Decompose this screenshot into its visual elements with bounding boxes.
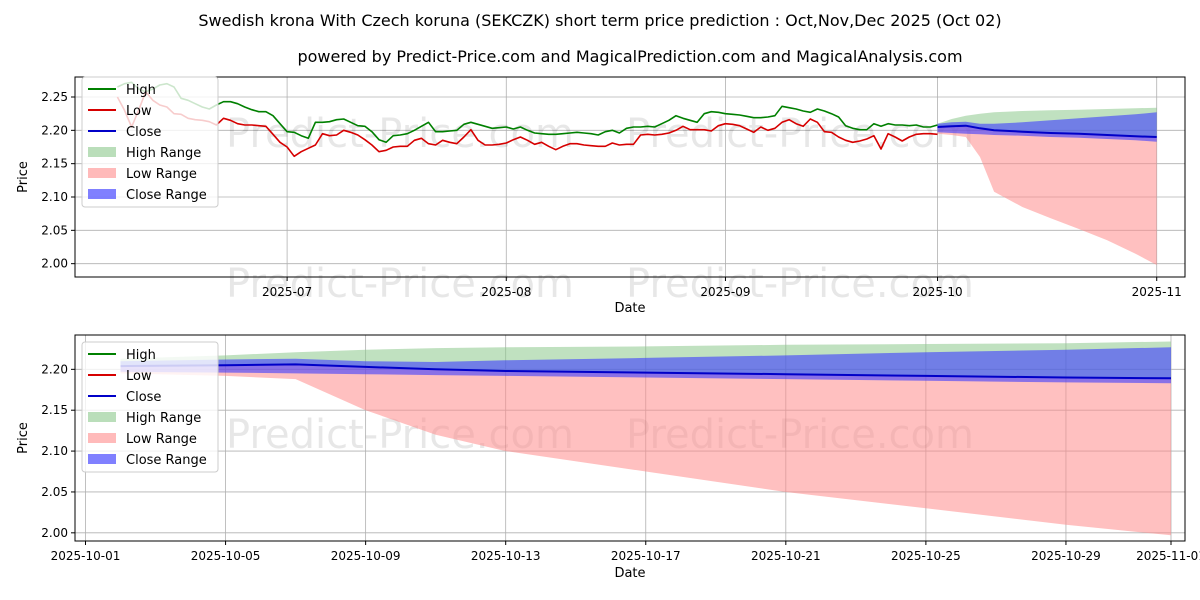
close-series-line [120, 363, 1172, 380]
legend-label-low-range: Low Range [126, 167, 197, 182]
low-series-line [116, 90, 938, 158]
legend: High Low Close High Range Low Range Close Ran… [81, 341, 219, 473]
legend-label-high: High [126, 83, 156, 98]
legend-label-low: Low [126, 369, 152, 384]
watermark-text: Predict-Price.com [626, 261, 974, 307]
y-tick-label: 2.10 [41, 190, 68, 204]
y-tick-label: 2.20 [41, 123, 68, 137]
legend-swatch-close-range [88, 189, 116, 199]
legend-label-close-range: Close Range [126, 453, 207, 468]
close-series-line [937, 124, 1157, 138]
y-tick-label: 2.05 [41, 485, 68, 499]
y-tick-label: 2.10 [41, 444, 68, 458]
x-axis-label: Date [614, 566, 645, 581]
low-range-band [120, 364, 1171, 536]
x-tick-label: 2025-10-25 [891, 549, 961, 563]
x-axis-label: Date [614, 301, 645, 316]
y-tick-label: 2.00 [41, 526, 68, 540]
top-panel: Predict-Price.com Predict-Price.com Predic… [16, 76, 1186, 316]
legend-label-close: Close [126, 390, 161, 405]
legend-label-close: Close [126, 125, 161, 140]
x-tick-label: 2025-07 [262, 285, 312, 299]
legend-label-high-range: High Range [126, 411, 201, 426]
x-tick-label: 2025-09 [700, 285, 750, 299]
legend-swatch-high-range [88, 147, 116, 157]
chart-title: Swedish krona With Czech koruna (SEKCZK)… [198, 11, 1001, 30]
legend-label-close-range: Close Range [126, 188, 207, 203]
x-tick-label: 2025-10-09 [331, 549, 401, 563]
x-tick-label: 2025-10-17 [611, 549, 681, 563]
plot-area [120, 341, 1172, 536]
legend-label-high: High [126, 348, 156, 363]
grid [75, 77, 1185, 277]
x-tick-label: 2025-10-13 [471, 549, 541, 563]
close-range-band [120, 347, 1171, 384]
watermark-text: Predict-Price.com [226, 261, 574, 307]
legend-swatch-close-range [88, 454, 116, 464]
x-tick-label: 2025-10-01 [51, 549, 121, 563]
x-tick-label: 2025-10-29 [1031, 549, 1101, 563]
bottom-panel: Predict-Price.comPredict-Price.com2.002.… [16, 334, 1200, 581]
watermark-text: Predict-Price.com [226, 111, 574, 157]
legend-swatch-low-range [88, 433, 116, 443]
low-range-band [937, 125, 1157, 265]
x-tick-label: 2025-10-05 [191, 549, 261, 563]
axes-frame [74, 76, 1186, 278]
y-tick-label: 2.00 [41, 257, 68, 271]
y-tick-label: 2.25 [41, 90, 68, 104]
plot-area [116, 81, 1157, 265]
legend-label-high-range: High Range [126, 146, 201, 161]
y-axis-label: Price [16, 161, 31, 193]
x-tick-label: 2025-11-01 [1136, 549, 1200, 563]
legend-swatch-high-range [88, 412, 116, 422]
x-tick-label: 2025-08 [481, 285, 531, 299]
legend: High Low Close High Range Low Range Close Ran… [81, 76, 219, 208]
legend-label-low: Low [126, 104, 152, 119]
x-tick-label: 2025-10-21 [751, 549, 821, 563]
y-tick-label: 2.05 [41, 223, 68, 237]
x-tick-label: 2025-10 [912, 285, 962, 299]
chart-subtitle: powered by Predict-Price.com and Magical… [297, 47, 962, 66]
y-tick-label: 2.15 [41, 403, 68, 417]
legend-label-low-range: Low Range [126, 432, 197, 447]
x-tick-label: 2025-11 [1132, 285, 1182, 299]
legend-swatch-low-range [88, 168, 116, 178]
y-tick-label: 2.20 [41, 362, 68, 376]
axes-frame [74, 334, 1186, 542]
y-axis-label: Price [16, 422, 31, 454]
high-series-line [117, 81, 938, 144]
y-tick-label: 2.15 [41, 157, 68, 171]
